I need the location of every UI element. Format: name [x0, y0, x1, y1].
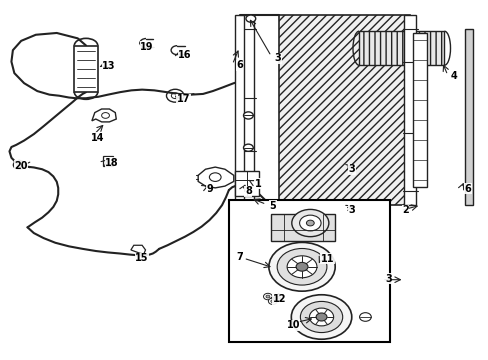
Circle shape — [243, 112, 253, 119]
Text: 1: 1 — [254, 179, 261, 189]
Bar — [412, 33, 427, 187]
Circle shape — [359, 313, 370, 321]
Circle shape — [243, 144, 253, 151]
Circle shape — [291, 295, 351, 339]
Circle shape — [276, 296, 280, 299]
Circle shape — [274, 294, 283, 301]
Bar — [271, 214, 334, 241]
Circle shape — [268, 242, 334, 291]
Bar — [404, 15, 415, 205]
Bar — [242, 15, 254, 205]
Text: 6: 6 — [464, 184, 470, 194]
Circle shape — [263, 293, 272, 300]
Circle shape — [291, 210, 328, 237]
Bar — [103, 156, 113, 166]
Text: 20: 20 — [14, 161, 28, 171]
Bar — [234, 15, 244, 205]
Circle shape — [270, 300, 274, 303]
Text: 14: 14 — [90, 133, 104, 143]
Bar — [358, 31, 444, 65]
Text: 4: 4 — [450, 71, 457, 81]
Text: 6: 6 — [236, 60, 243, 70]
Text: 16: 16 — [178, 50, 191, 60]
Text: 7: 7 — [236, 252, 243, 262]
Circle shape — [309, 308, 333, 326]
Circle shape — [245, 15, 255, 22]
Text: 15: 15 — [135, 253, 148, 263]
Circle shape — [268, 298, 277, 305]
Bar — [228, 201, 389, 342]
Circle shape — [300, 301, 342, 333]
Text: 13: 13 — [102, 61, 116, 71]
Text: 17: 17 — [177, 94, 190, 104]
Circle shape — [265, 295, 269, 298]
Bar — [234, 171, 259, 196]
Text: 3: 3 — [347, 164, 354, 174]
Text: 18: 18 — [105, 158, 119, 168]
Circle shape — [295, 262, 307, 271]
Text: 10: 10 — [286, 320, 300, 330]
Bar — [74, 45, 98, 92]
Text: 3: 3 — [274, 53, 281, 63]
Text: 11: 11 — [320, 254, 333, 264]
Circle shape — [306, 220, 314, 226]
Text: 12: 12 — [272, 294, 286, 304]
Circle shape — [277, 248, 326, 285]
Text: 3: 3 — [384, 274, 391, 284]
Circle shape — [315, 313, 326, 321]
Bar — [464, 30, 472, 205]
Text: 3: 3 — [347, 206, 354, 216]
Text: 19: 19 — [140, 42, 153, 51]
Circle shape — [286, 256, 316, 278]
Bar — [278, 15, 409, 205]
Text: 8: 8 — [244, 186, 251, 197]
Text: 2: 2 — [401, 206, 408, 216]
Text: 5: 5 — [269, 201, 276, 211]
Text: 9: 9 — [205, 184, 212, 194]
Circle shape — [299, 215, 321, 231]
